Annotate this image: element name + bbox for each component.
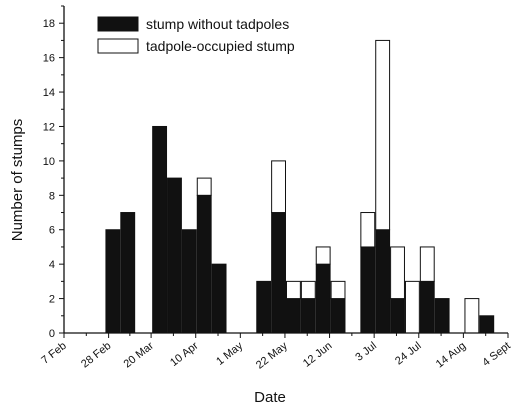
y-tick-label-4: 4 <box>49 259 55 271</box>
bar-without-tadpoles-13 <box>360 246 376 334</box>
legend-swatch-tadpole-occupied <box>97 38 139 54</box>
bar-tadpole-occupied-11 <box>315 246 331 265</box>
bar-without-tadpoles-4 <box>181 229 197 334</box>
bars-layer <box>105 39 495 334</box>
legend-label-tadpole-occupied: tadpole-occupied stump <box>146 38 295 54</box>
x-tick-label-1: 28 Feb <box>79 340 113 371</box>
x-tick-label-0: 7 Feb <box>39 340 69 367</box>
x-axis-title: Date <box>254 389 286 406</box>
y-tick-label-10: 10 <box>43 156 55 168</box>
x-tick-label-2: 20 Mar <box>122 340 157 371</box>
x-tick-label-10: 4 Sept <box>480 340 512 369</box>
bar-without-tadpoles-8 <box>271 212 286 334</box>
bar-without-tadpoles-7 <box>256 280 272 334</box>
bar-without-tadpoles-1 <box>120 212 136 334</box>
bar-without-tadpoles-5 <box>196 194 212 334</box>
bar-without-tadpoles-0 <box>105 229 121 334</box>
y-axis-title: Number of stumps <box>9 119 26 242</box>
bar-tadpole-occupied-15 <box>390 246 405 300</box>
bar-without-tadpoles-20 <box>479 315 495 334</box>
y-tick-label-18: 18 <box>43 18 55 30</box>
bar-without-tadpoles-2 <box>152 125 168 334</box>
bar-tadpole-occupied-12 <box>330 280 346 300</box>
legend: stump without tadpoles tadpole-occupied … <box>97 16 295 54</box>
bar-without-tadpoles-10 <box>300 298 316 334</box>
x-tick-label-9: 14 Aug <box>434 340 468 371</box>
y-tick-label-6: 6 <box>49 225 55 237</box>
y-tick-label-14: 14 <box>43 87 55 99</box>
bar-tadpole-occupied-8 <box>271 160 286 214</box>
x-tick-label-7: 3 Jul <box>353 340 379 364</box>
bar-tadpole-occupied-14 <box>375 39 391 231</box>
bar-without-tadpoles-15 <box>390 298 405 334</box>
bar-without-tadpoles-6 <box>211 263 227 334</box>
x-tick-label-6: 12 Jun <box>301 340 334 370</box>
bar-without-tadpoles-14 <box>375 229 391 334</box>
bar-without-tadpoles-11 <box>315 263 331 334</box>
bar-tadpole-occupied-16 <box>404 280 420 334</box>
bar-tadpole-occupied-9 <box>286 280 301 300</box>
bar-without-tadpoles-3 <box>167 177 182 334</box>
legend-swatch-without-tadpoles <box>97 16 139 32</box>
y-tick-label-16: 16 <box>43 53 55 65</box>
bar-tadpole-occupied-10 <box>300 280 316 300</box>
bar-without-tadpoles-9 <box>286 298 301 334</box>
y-tick-label-8: 8 <box>49 190 55 202</box>
y-tick-label-12: 12 <box>43 121 55 133</box>
x-tick-label-4: 1 May <box>214 340 245 368</box>
bar-tadpole-occupied-5 <box>196 177 212 196</box>
bar-tadpole-occupied-13 <box>360 212 376 248</box>
bar-without-tadpoles-18 <box>434 298 450 334</box>
bar-without-tadpoles-12 <box>330 298 346 334</box>
legend-label-without-tadpoles: stump without tadpoles <box>146 16 289 32</box>
bar-without-tadpoles-17 <box>419 280 435 334</box>
x-tick-label-3: 10 Apr <box>168 340 201 369</box>
axes-layer <box>63 6 508 334</box>
bar-tadpole-occupied-17 <box>419 246 435 282</box>
y-tick-label-0: 0 <box>49 328 55 340</box>
x-tick-label-5: 22 May <box>254 340 290 372</box>
bar-tadpole-occupied-19 <box>464 298 480 334</box>
x-tick-label-8: 24 Jul <box>393 340 424 368</box>
y-tick-label-2: 2 <box>49 294 55 306</box>
